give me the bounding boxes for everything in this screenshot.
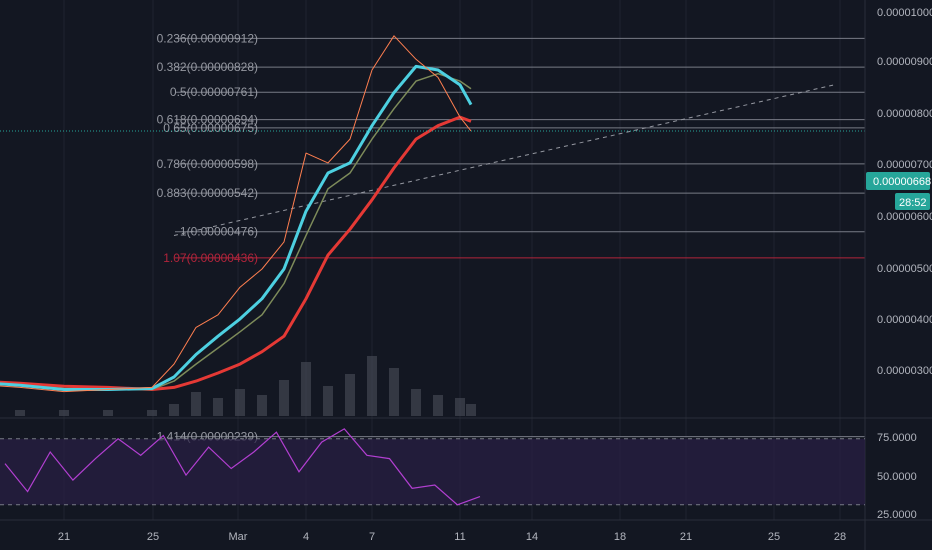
price-tick-label: 0.00000700: [877, 159, 932, 171]
fib-level-label: 1.07(0.00000436): [163, 251, 258, 265]
fib-level-label: 0.382(0.00000828): [157, 60, 258, 74]
rsi-line: [4, 428, 481, 506]
volume-bar: [367, 356, 377, 416]
fib-level-label: 0.883(0.00000542): [157, 186, 258, 200]
volume-bar: [213, 398, 223, 416]
time-tick-label: 18: [614, 531, 626, 543]
time-axis[interactable]: 21 25 Mar 4 7 11 14 18 21 25 28: [58, 531, 846, 543]
fib-level-label: 0.236(0.00000912): [157, 31, 258, 45]
series-line-price: [0, 35, 472, 393]
time-tick-label: 25: [768, 531, 780, 543]
volume-bar: [345, 374, 355, 416]
volume-bar: [323, 386, 333, 416]
time-tick-label: 21: [680, 531, 692, 543]
rsi-tick-label: 75.0000: [877, 432, 917, 444]
series-line-ema-red: [0, 115, 472, 391]
fib-level-label: 0.65(0.00000675): [163, 121, 258, 135]
volume-bar: [466, 404, 476, 416]
volume-bars: [15, 356, 476, 416]
volume-bar: [257, 395, 267, 416]
time-tick-label: 7: [369, 531, 375, 543]
volume-bar: [147, 410, 157, 416]
rsi-tick-label: 50.0000: [877, 471, 917, 483]
time-tick-label: 21: [58, 531, 70, 543]
rsi-pane: [0, 428, 865, 506]
fib-level-label: 0.618(0.00000694): [157, 113, 258, 127]
volume-bar: [411, 389, 421, 416]
countdown-label: 28:52: [899, 197, 927, 209]
volume-bar: [433, 395, 443, 416]
rsi-band: [0, 438, 865, 505]
countdown-badge: [895, 193, 930, 210]
price-tick-label: 0.00000600: [877, 211, 932, 223]
rsi-scale[interactable]: 75.0000 50.0000 25.0000: [877, 432, 917, 521]
fib-level-label: 0.786(0.00000598): [157, 157, 258, 171]
time-tick-label: 4: [303, 531, 309, 543]
volume-bar: [389, 368, 399, 416]
price-tick-label: 0.00000300: [877, 365, 932, 377]
price-tick-label: 0.00000500: [877, 263, 932, 275]
fib-level-label: 1(0.00000476): [180, 225, 258, 239]
current-price-label: 0.00000668: [873, 176, 931, 188]
time-tick-label: 28: [834, 531, 846, 543]
price-series: [0, 35, 473, 393]
time-tick-label: 14: [526, 531, 538, 543]
rsi-tick-label: 25.0000: [877, 509, 917, 521]
time-tick-label: Mar: [229, 531, 248, 543]
time-tick-label: 11: [454, 531, 465, 543]
price-tick-label: 0.00000400: [877, 314, 932, 326]
volume-bar: [191, 392, 201, 416]
volume-bar: [301, 362, 311, 416]
volume-bar: [455, 398, 465, 416]
price-tick-label: 0.00000800: [877, 108, 932, 120]
volume-bar: [59, 410, 69, 416]
volume-bar: [15, 410, 25, 416]
price-scale[interactable]: 0.00001000 0.00000900 0.00000800 0.00000…: [866, 7, 932, 377]
volume-bar: [103, 410, 113, 416]
volume-bar: [279, 380, 289, 416]
fib-level-label: 0.5(0.00000761): [170, 85, 258, 99]
volume-bar: [235, 389, 245, 416]
trend-line[interactable]: [173, 84, 835, 236]
grid: [63, 0, 841, 520]
price-tick-label: 0.00000900: [877, 56, 932, 68]
current-price-badge: [866, 172, 930, 190]
price-tick-label: 0.00001000: [877, 7, 932, 19]
time-tick-label: 25: [147, 531, 159, 543]
volume-bar: [169, 404, 179, 416]
